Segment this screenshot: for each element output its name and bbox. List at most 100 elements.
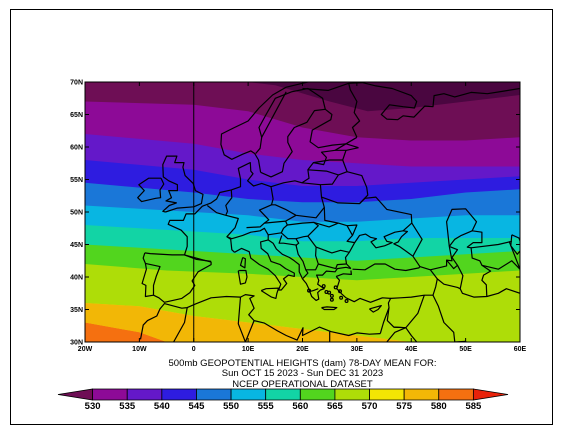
country-border	[285, 214, 297, 222]
coastline	[260, 287, 280, 299]
country-border	[302, 82, 349, 91]
country-border	[264, 220, 288, 236]
coastline	[321, 306, 338, 311]
country-border	[271, 182, 325, 219]
country-border	[386, 327, 407, 342]
colorbar-segment	[126, 388, 163, 401]
lon-tick-label: 0	[192, 346, 196, 353]
island	[338, 289, 343, 294]
country-border	[508, 241, 520, 270]
lon-tick-label: 10E	[242, 346, 255, 353]
island	[324, 289, 329, 294]
colorbar-segment	[369, 388, 405, 401]
colorbar-segment	[161, 388, 197, 401]
island	[329, 297, 334, 302]
lon-tick-label: 60E	[514, 346, 527, 353]
dataset-label: NCEP OPERATIONAL DATASET	[232, 379, 373, 390]
lat-tick-label: 30N	[70, 340, 83, 347]
fill-band-585	[85, 322, 167, 342]
lat-tick-label: 35N	[70, 307, 83, 314]
country-border	[446, 208, 478, 247]
lat-tick-label: 45N	[70, 242, 83, 249]
colorbar-label: 580	[431, 401, 447, 412]
coastline	[255, 87, 326, 154]
country-border	[184, 254, 212, 262]
coastline	[448, 230, 492, 298]
coastline	[510, 234, 520, 255]
colorbar-segment	[57, 388, 94, 401]
coastline	[267, 239, 352, 301]
country-border	[481, 260, 520, 270]
lat-tick-label: 70N	[70, 80, 83, 87]
coastline	[137, 177, 165, 203]
colorbar-label: 565	[327, 401, 344, 412]
coastline	[344, 230, 421, 272]
axis-ticks: 20W 10W 0 10E 20E 30E 40E 50E 60E 30N 35N 40N 45N 50N…	[70, 80, 526, 354]
colorbar-label: 545	[189, 401, 206, 412]
country-border	[318, 263, 347, 270]
country-border	[411, 222, 423, 257]
colorbar-segment	[265, 388, 301, 401]
island	[339, 295, 344, 300]
colorbar-label: 575	[396, 401, 413, 412]
colorbar-label: 570	[362, 401, 378, 412]
lon-tick-label: 20E	[296, 346, 309, 353]
coastline	[260, 108, 359, 178]
colorbar-label: 530	[85, 401, 101, 412]
country-border	[261, 91, 287, 138]
colorbar-segment	[299, 388, 336, 401]
title-line-2: Sun OCT 15 2023 - Sun DEC 31 2023	[221, 368, 384, 379]
island	[321, 284, 326, 289]
island	[333, 285, 338, 290]
island	[307, 288, 312, 293]
lon-tick-label: 30E	[351, 346, 364, 353]
coastline	[369, 305, 382, 313]
country-border	[307, 169, 339, 176]
country-border	[302, 269, 309, 279]
colorbar-label: 540	[154, 401, 170, 412]
colorbar-segment	[334, 388, 370, 401]
colorbar-label: 550	[223, 401, 239, 412]
lat-tick-label: 40N	[70, 275, 83, 282]
lat-tick-label: 65N	[70, 112, 83, 119]
country-border	[295, 238, 319, 271]
lon-tick-label: 20W	[78, 346, 93, 353]
coastline	[335, 276, 392, 334]
coastline	[237, 269, 248, 285]
coastline	[145, 262, 161, 296]
title-line-1: 500mb GEOPOTENTIAL HEIGHTS (dam) 78-DAY …	[168, 358, 437, 369]
country-border	[246, 186, 274, 229]
lon-tick-label: 50E	[459, 346, 472, 353]
country-border	[244, 320, 255, 342]
colorbar-label: 560	[292, 401, 308, 412]
coastlines-and-borders	[137, 82, 520, 342]
lon-tick-label: 10W	[132, 346, 147, 353]
coastline	[335, 270, 352, 277]
country-border	[323, 207, 339, 224]
coastline	[348, 82, 520, 121]
colorbar-segment	[92, 388, 128, 401]
colorbar-segment	[403, 388, 440, 401]
country-border	[225, 189, 233, 216]
country-border	[307, 235, 350, 254]
coastline	[139, 294, 381, 341]
lat-tick-label: 55N	[70, 177, 83, 184]
geopotential-height-fill	[85, 82, 520, 342]
island	[329, 293, 334, 298]
coastline	[239, 256, 246, 269]
figure-frame	[10, 9, 553, 425]
coastline	[162, 155, 204, 213]
country-border	[432, 294, 456, 342]
colorbar-segment	[196, 388, 232, 401]
colorbar-label: 555	[258, 401, 275, 412]
lat-tick-label: 50N	[70, 210, 83, 217]
country-border	[446, 246, 453, 262]
country-border	[346, 171, 369, 205]
country-border	[471, 240, 512, 249]
country-border	[436, 278, 461, 290]
country-border	[206, 205, 239, 253]
coastline	[167, 162, 272, 256]
coastline	[348, 83, 361, 138]
country-border	[226, 227, 269, 240]
